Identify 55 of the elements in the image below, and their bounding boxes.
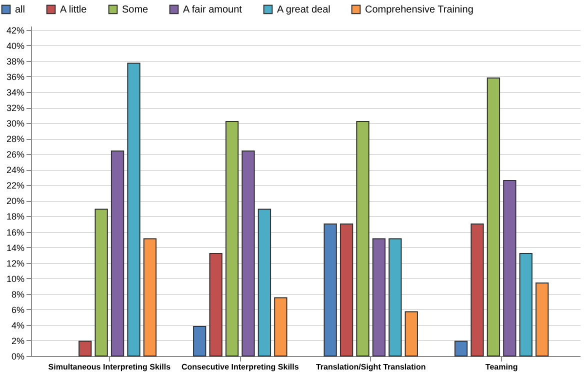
y-tick-label: 38% [6, 56, 24, 66]
bar [536, 282, 549, 356]
x-tick-label: Consecutive Interpreting Skills [181, 362, 300, 372]
y-tick-label: 42% [6, 25, 24, 36]
y-tick-label: 18% [6, 212, 24, 222]
y-tick-label: 16% [6, 227, 24, 238]
y-tick-label: 22% [6, 180, 24, 191]
y-tick-label: 6% [11, 304, 24, 315]
x-tick-label: Teaming [485, 362, 518, 372]
y-tick-label: 24% [6, 165, 24, 176]
y-tick-label: 20% [6, 196, 24, 206]
bar [372, 238, 386, 356]
bar [324, 224, 337, 356]
y-tick-label: 8% [11, 289, 24, 300]
y-tick-label: 2% [11, 336, 24, 346]
legend-label: A little [60, 4, 88, 16]
legend-label: A great deal [277, 4, 330, 16]
bar [242, 150, 255, 356]
bar [78, 340, 92, 356]
bar [470, 224, 484, 356]
bar [193, 326, 206, 356]
legend-label: Comprehensive Training [365, 4, 474, 16]
y-tick-label: 26% [6, 150, 24, 160]
bar [454, 340, 468, 356]
bar [225, 121, 239, 356]
y-tick-label: 0% [11, 352, 24, 362]
y-tick-label: 10% [6, 274, 24, 284]
bar [94, 208, 108, 356]
bar [127, 62, 140, 356]
bar [503, 180, 516, 356]
y-tick-label: 36% [6, 72, 24, 82]
y-tick-label: 4% [11, 320, 24, 330]
y-tick-label: 28% [6, 134, 24, 144]
y-tick-label: 34% [6, 88, 24, 98]
y-tick-label: 12% [6, 258, 24, 268]
bar [404, 311, 418, 356]
bar [143, 238, 157, 356]
legend-label: A fair amount [183, 4, 242, 16]
bar [110, 150, 124, 356]
bar [388, 238, 402, 356]
bar [519, 253, 532, 356]
y-tick-label: 32% [6, 103, 24, 114]
bar [274, 297, 288, 356]
bar [209, 253, 222, 356]
y-tick-label: 40% [6, 40, 24, 51]
bar [340, 224, 354, 356]
bar [258, 208, 272, 356]
x-tick-label: Translation/Sight Translation [316, 362, 426, 372]
legend-label: all [15, 4, 26, 16]
y-tick-label: 14% [6, 242, 24, 253]
y-tick-label: 30% [6, 118, 24, 129]
bar [356, 121, 370, 356]
x-tick-label: Simultaneous Interpreting Skills [48, 362, 172, 372]
bar [486, 78, 500, 356]
legend-label: Some [122, 4, 149, 16]
